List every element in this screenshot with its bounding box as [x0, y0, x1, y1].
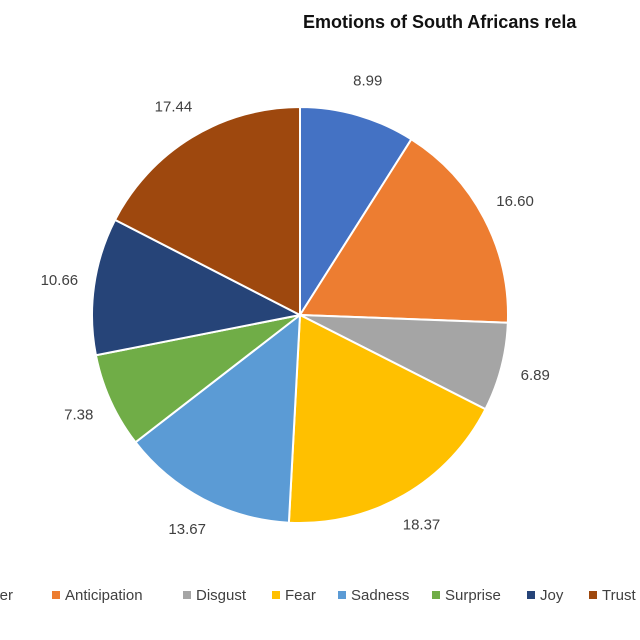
data-label: 10.66 — [41, 272, 79, 289]
data-label: 7.38 — [64, 407, 93, 424]
pie-slice — [287, 313, 487, 524]
pie-slice — [298, 137, 509, 324]
pie-slice — [134, 312, 302, 524]
legend-label: Anticipation — [65, 587, 143, 604]
legend-swatch — [432, 591, 440, 599]
data-label: 17.44 — [155, 99, 193, 116]
legend-label: nger — [0, 587, 13, 604]
data-label: 6.89 — [521, 367, 550, 384]
pie-slice — [299, 105, 413, 319]
data-label: 8.99 — [353, 73, 382, 90]
chart-title: Emotions of South Africans rela — [303, 12, 577, 32]
legend-swatch — [527, 591, 535, 599]
legend-swatch — [589, 591, 597, 599]
legend-label: Fear — [285, 587, 316, 604]
data-label: 13.67 — [168, 521, 206, 538]
pie-slice — [94, 314, 301, 444]
legend-swatch — [52, 591, 60, 599]
data-label: 18.37 — [403, 516, 441, 533]
data-label: 16.60 — [496, 193, 534, 210]
legend-swatch — [272, 591, 280, 599]
legend-label: Surprise — [445, 587, 501, 604]
legend-swatch — [183, 591, 191, 599]
legend-label: Sadness — [351, 587, 409, 604]
pie-slice — [113, 105, 301, 317]
pie-slice — [91, 218, 304, 357]
legend-swatch — [338, 591, 346, 599]
legend-label: Disgust — [196, 587, 247, 604]
legend-label: Joy — [540, 587, 564, 604]
legend-label: Trust — [602, 587, 636, 604]
